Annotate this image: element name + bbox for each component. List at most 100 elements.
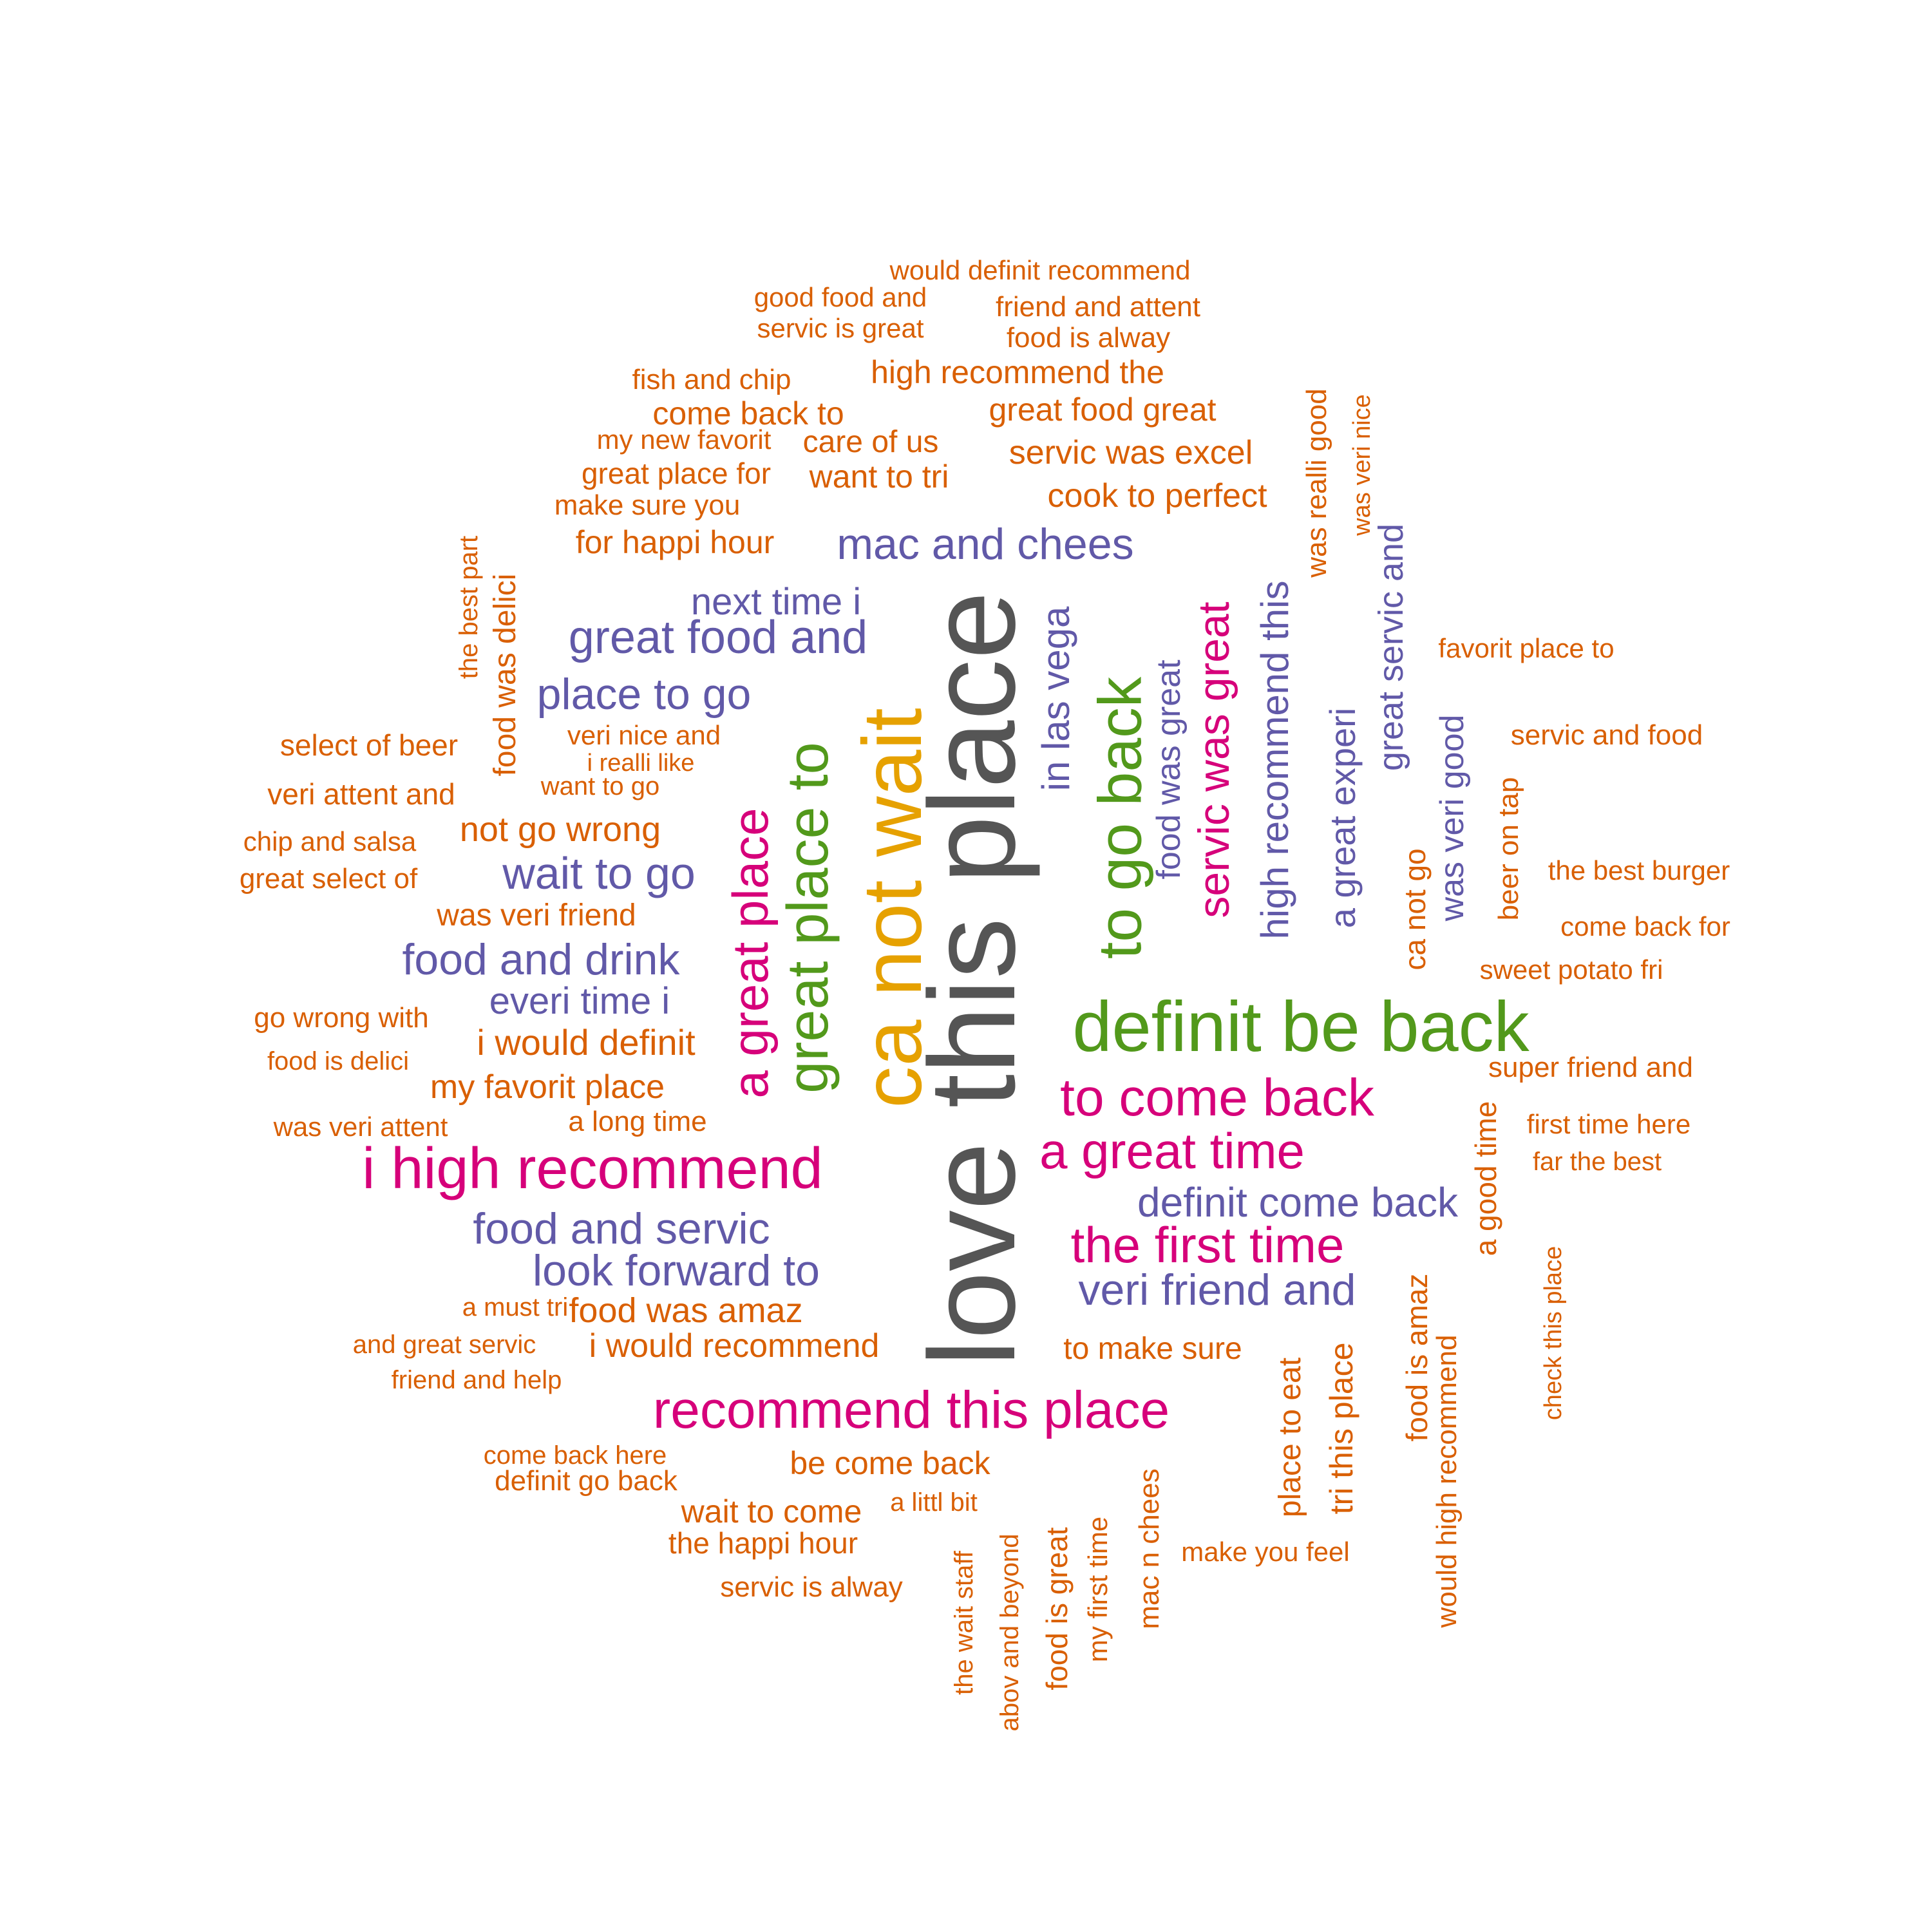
cloud-word: abov and beyond [996, 1533, 1024, 1732]
cloud-word: food is alway [1006, 322, 1171, 354]
cloud-word: high recommend this [1253, 580, 1296, 940]
cloud-word: great place for [581, 457, 772, 490]
cloud-word: tri this place [1323, 1342, 1359, 1515]
cloud-word: and great servic [352, 1331, 536, 1359]
cloud-word: fish and chip [632, 364, 791, 395]
cloud-word: mac and chees [837, 520, 1134, 569]
cloud-word: come back to [652, 395, 844, 431]
cloud-word: first time here [1526, 1109, 1691, 1139]
cloud-word: wait to come [681, 1493, 862, 1530]
cloud-word: favorit place to [1438, 633, 1615, 663]
cloud-word: would high recommend [1431, 1334, 1463, 1628]
cloud-word: a great place [722, 808, 779, 1099]
cloud-word: veri attent and [267, 777, 455, 811]
cloud-word: the happi hour [668, 1526, 858, 1560]
cloud-word: to come back [1060, 1068, 1374, 1127]
cloud-word: servic is alway [720, 1571, 903, 1603]
cloud-word: in las vega [1034, 606, 1077, 791]
cloud-word: wait to go [502, 848, 696, 898]
cloud-word: friend and help [391, 1366, 562, 1394]
cloud-word: i would recommend [589, 1327, 880, 1365]
cloud-word: i realli like [587, 750, 695, 777]
cloud-word: veri nice and [567, 720, 721, 750]
cloud-word: good food and [753, 282, 927, 312]
cloud-word: not go wrong [459, 810, 661, 849]
cloud-word: for happi hour [575, 524, 775, 560]
cloud-word: the best burger [1548, 855, 1730, 886]
cloud-word: ca not wait [845, 708, 939, 1108]
cloud-word: veri friend and [1078, 1265, 1356, 1314]
cloud-word: next time i [690, 581, 862, 623]
cloud-word: recommend this place [652, 1381, 1170, 1439]
cloud-word: servic and food [1510, 719, 1703, 751]
cloud-word: go wrong with [254, 1002, 429, 1034]
cloud-word: was realli good [1301, 388, 1332, 578]
cloud-word: place to go [536, 670, 752, 719]
cloud-word: super friend and [1488, 1052, 1693, 1083]
cloud-word: check this place [1540, 1245, 1567, 1421]
cloud-word: care of us [802, 425, 939, 459]
cloud-word: friend and attent [995, 291, 1201, 323]
cloud-word: great servic and [1372, 523, 1410, 772]
cloud-word: the first time [1070, 1217, 1345, 1273]
cloud-word: a must tri [462, 1293, 569, 1321]
cloud-word: food is delici [267, 1047, 410, 1075]
cloud-word: want to tri [809, 459, 949, 495]
cloud-word: i would definit [477, 1022, 696, 1063]
cloud-word: make you feel [1181, 1537, 1350, 1567]
cloud-word: was veri good [1434, 714, 1471, 922]
cloud-word: the wait staff [950, 1551, 978, 1695]
cloud-word: a good time [1469, 1101, 1502, 1256]
cloud-word: food was great [1150, 659, 1188, 880]
cloud-word: ca not go [1398, 848, 1432, 971]
cloud-word: great food and [568, 612, 868, 663]
cloud-word: come back here [483, 1441, 667, 1470]
cloud-word: make sure you [554, 489, 741, 521]
cloud-word: place to eat [1273, 1357, 1307, 1518]
cloud-word: beer on tap [1493, 777, 1524, 921]
cloud-word: my favorit place [430, 1068, 665, 1106]
cloud-word: food and servic [473, 1204, 770, 1253]
cloud-word: servic was great [1189, 601, 1238, 918]
cloud-word: great place to [776, 742, 840, 1094]
cloud-word: great food great [989, 392, 1217, 428]
cloud-word: definit be back [1072, 987, 1530, 1066]
cloud-word: mac n chees [1133, 1468, 1165, 1629]
cloud-word: was veri nice [1349, 394, 1376, 536]
cloud-word: i high recommend [362, 1137, 823, 1201]
cloud-word: sweet potato fri [1479, 954, 1663, 985]
cloud-word: high recommend the [871, 354, 1164, 390]
cloud-word: look forward to [533, 1246, 820, 1295]
cloud-word: a great time [1039, 1122, 1305, 1179]
cloud-word: a great experi [1322, 707, 1363, 929]
cloud-word: select of beer [279, 728, 459, 762]
cloud-word: to go back [1086, 676, 1155, 960]
cloud-word: would definit recommend [889, 255, 1191, 285]
cloud-word: chip and salsa [243, 826, 417, 857]
cloud-word: food was amaz [569, 1291, 803, 1330]
cloud-word: great select of [239, 863, 418, 895]
cloud-word: a long time [568, 1106, 707, 1137]
cloud-word: was veri attent [273, 1112, 448, 1142]
cloud-word: servic is great [757, 313, 924, 343]
cloud-word: servic was excel [1009, 434, 1253, 471]
cloud-word: cook to perfect [1047, 477, 1267, 515]
cloud-word: definit go back [495, 1465, 677, 1497]
cloud-word: everi time i [489, 980, 670, 1022]
cloud-word: was veri friend [437, 898, 636, 933]
cloud-word: food was delici [488, 573, 522, 777]
cloud-word: be come back [790, 1445, 990, 1481]
cloud-word: far the best [1532, 1148, 1662, 1176]
cloud-word: a littl bit [890, 1488, 978, 1517]
cloud-word: the best part [455, 535, 483, 679]
cloud-word: definit come back [1137, 1179, 1459, 1226]
cloud-word: come back for [1560, 911, 1730, 942]
cloud-word: to make sure [1063, 1332, 1242, 1366]
cloud-word: food is amaz [1400, 1273, 1434, 1442]
cloud-word: my new favorit [596, 424, 772, 455]
cloud-word: want to go [540, 772, 660, 800]
cloud-word: food and drink [402, 935, 680, 984]
cloud-word: my first time [1083, 1516, 1113, 1663]
cloud-word: food is great [1040, 1527, 1074, 1690]
